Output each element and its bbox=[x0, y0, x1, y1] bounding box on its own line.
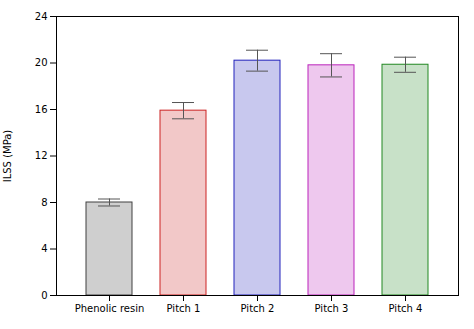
svg-text:16: 16 bbox=[35, 104, 48, 115]
svg-text:12: 12 bbox=[35, 150, 48, 161]
svg-text:Phenolic resin: Phenolic resin bbox=[75, 303, 145, 314]
svg-text:0: 0 bbox=[41, 290, 47, 301]
svg-text:Pitch 3: Pitch 3 bbox=[315, 303, 349, 314]
svg-text:Pitch 2: Pitch 2 bbox=[241, 303, 275, 314]
svg-text:24: 24 bbox=[35, 11, 48, 22]
svg-text:8: 8 bbox=[41, 197, 47, 208]
svg-text:ILSS (MPa): ILSS (MPa) bbox=[2, 130, 13, 183]
svg-text:Pitch 4: Pitch 4 bbox=[389, 303, 423, 314]
svg-text:Pitch 1: Pitch 1 bbox=[167, 303, 201, 314]
svg-text:4: 4 bbox=[41, 243, 47, 254]
svg-text:20: 20 bbox=[35, 57, 48, 68]
